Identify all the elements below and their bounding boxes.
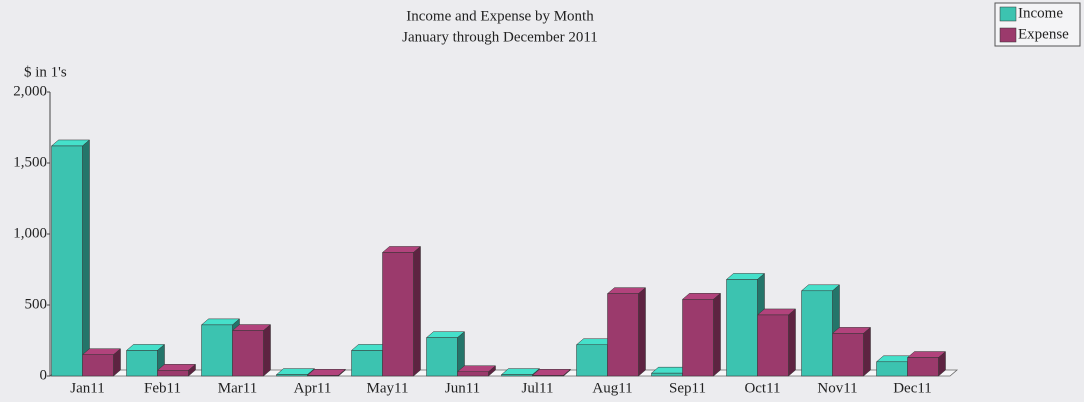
x-tick-label: Dec11 <box>893 380 932 396</box>
y-tick-label: 1,000 <box>13 225 47 241</box>
bar <box>907 357 939 377</box>
bar-side <box>638 287 646 377</box>
bar <box>457 371 489 377</box>
bar <box>307 375 339 377</box>
bar <box>726 279 758 377</box>
bar-side <box>263 324 271 377</box>
bar <box>876 361 908 377</box>
x-tick-label: Aug11 <box>592 380 632 396</box>
bar <box>201 324 233 377</box>
x-tick-label: Apr11 <box>294 380 332 396</box>
bar <box>682 299 714 377</box>
bar <box>351 350 383 377</box>
chart-title: Income and Expense by Month <box>406 8 594 24</box>
y-axis-label: $ in 1's <box>24 64 67 80</box>
bar <box>832 333 864 377</box>
x-tick-label: Jun11 <box>445 380 480 396</box>
bar <box>51 145 83 377</box>
bar <box>232 330 264 377</box>
bar-side <box>863 326 871 377</box>
y-tick-label: 500 <box>25 296 48 312</box>
bar-side <box>713 292 721 377</box>
x-tick-label: Jul11 <box>522 380 554 396</box>
bar <box>801 290 833 377</box>
bar <box>382 252 414 377</box>
x-tick-label: Sep11 <box>669 380 706 396</box>
legend-label: Expense <box>1018 26 1069 42</box>
bar <box>576 344 608 377</box>
bar-side <box>413 245 421 377</box>
bar-side <box>82 139 90 377</box>
x-tick-label: Nov11 <box>817 380 857 396</box>
y-tick-label: 0 <box>40 367 48 383</box>
bar <box>276 374 308 377</box>
x-tick-label: Jan11 <box>70 380 104 396</box>
bar <box>157 370 189 377</box>
bar <box>126 350 158 377</box>
chart-subtitle: January through December 2011 <box>402 29 598 45</box>
bar <box>651 372 683 377</box>
bar <box>757 314 789 377</box>
x-tick-label: Oct11 <box>744 380 780 396</box>
bar <box>82 354 114 377</box>
bar-side <box>788 308 796 377</box>
x-tick-label: Mar11 <box>218 380 257 396</box>
legend-swatch <box>999 27 1017 43</box>
bar <box>532 375 564 377</box>
bar <box>426 337 458 377</box>
y-tick-label: 1,500 <box>13 154 47 170</box>
legend-swatch <box>999 6 1017 22</box>
y-tick-label: 2,000 <box>13 83 47 99</box>
bar <box>607 293 639 377</box>
bar <box>501 374 533 377</box>
legend-label: Income <box>1018 5 1063 21</box>
x-tick-label: Feb11 <box>144 380 181 396</box>
x-tick-label: May11 <box>367 380 409 396</box>
